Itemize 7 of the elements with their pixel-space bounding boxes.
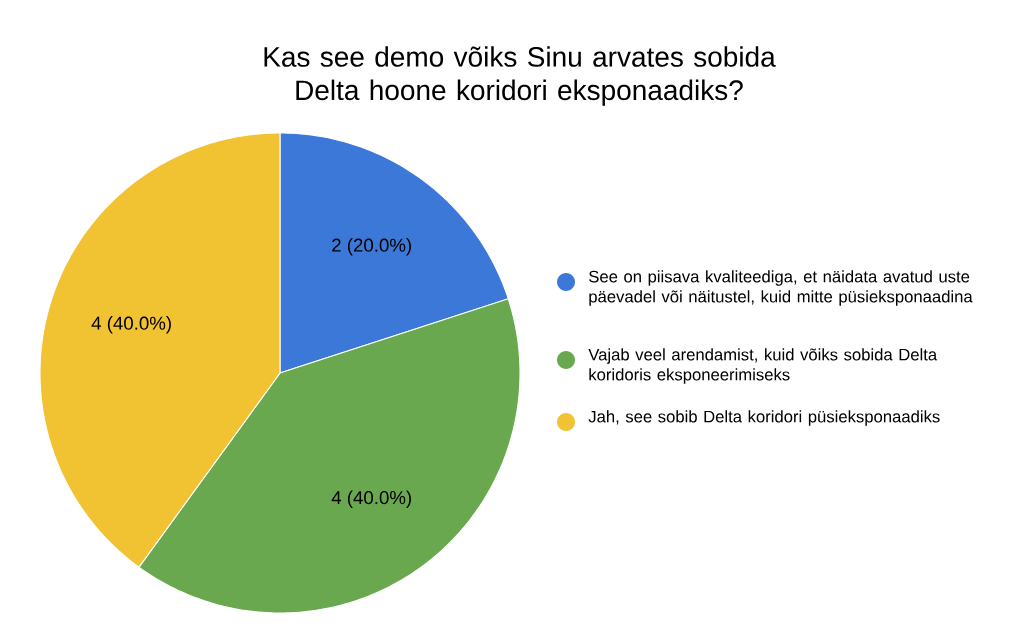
legend-label: Jah, see sobib Delta koridori püsieksponaadiks [588, 410, 940, 426]
data-label: 4 (40.0%) [331, 490, 411, 508]
legend-label: Vajab veel arendamist, kuid võiks sobida Delta koridoris eksponeerimiseks [588, 348, 938, 384]
data-label: 2 (20.0%) [332, 238, 411, 256]
data-label: 4 (40.0%) [91, 316, 171, 334]
legend-label: See on piisava kvaliteediga, et näidata avatud uste päevadel või näitustel, kuid mitte püsieksponaadina [589, 270, 973, 306]
chart-title: Kas see demo võiks Sinu arvates sobida Delta hoone koridori eksponaadiks? [264, 46, 776, 106]
